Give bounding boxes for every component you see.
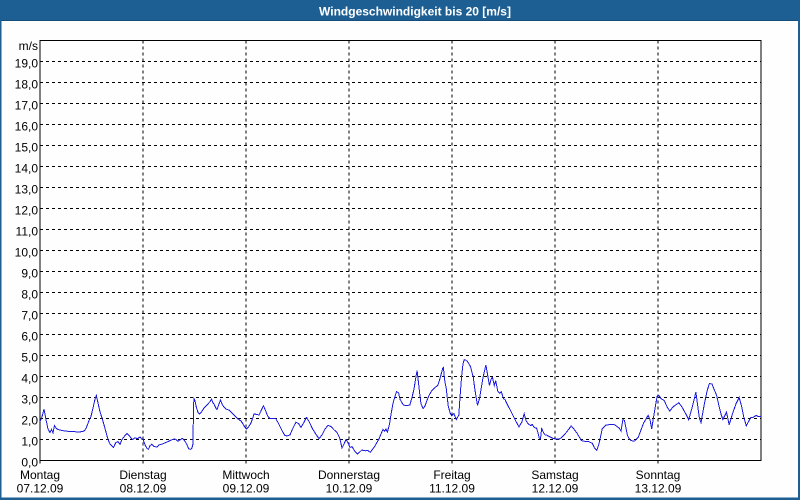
- svg-text:07.12.09: 07.12.09: [17, 482, 64, 496]
- svg-text:2,0: 2,0: [21, 414, 38, 428]
- svg-text:Samstag: Samstag: [531, 468, 578, 482]
- svg-text:11.12.09: 11.12.09: [429, 482, 475, 496]
- svg-text:Freitag: Freitag: [433, 468, 470, 482]
- svg-text:5,0: 5,0: [21, 351, 38, 365]
- svg-text:13.12.09: 13.12.09: [635, 482, 682, 496]
- svg-text:Donnerstag: Donnerstag: [318, 468, 380, 482]
- svg-text:08.12.09: 08.12.09: [120, 482, 167, 496]
- svg-text:16,0: 16,0: [15, 120, 39, 134]
- svg-text:10.12.09: 10.12.09: [326, 482, 373, 496]
- svg-text:Mittwoch: Mittwoch: [222, 468, 269, 482]
- svg-text:11,0: 11,0: [16, 225, 39, 239]
- svg-text:Sonntag: Sonntag: [636, 468, 681, 482]
- svg-text:15,0: 15,0: [15, 141, 39, 155]
- svg-text:12,0: 12,0: [15, 204, 39, 218]
- svg-text:12.12.09: 12.12.09: [532, 482, 579, 496]
- svg-text:1,0: 1,0: [21, 435, 38, 449]
- svg-text:3,0: 3,0: [21, 393, 38, 407]
- svg-text:6,0: 6,0: [21, 330, 38, 344]
- svg-text:10,0: 10,0: [15, 246, 39, 260]
- svg-text:9,0: 9,0: [21, 267, 38, 281]
- svg-text:17,0: 17,0: [15, 99, 39, 113]
- svg-text:4,0: 4,0: [21, 372, 38, 386]
- svg-text:Dienstag: Dienstag: [119, 468, 166, 482]
- svg-text:18,0: 18,0: [15, 78, 39, 92]
- svg-text:m/s: m/s: [19, 39, 38, 53]
- svg-text:14,0: 14,0: [15, 162, 39, 176]
- svg-text:Windgeschwindigkeit bis 20 [m/: Windgeschwindigkeit bis 20 [m/s]: [319, 5, 511, 19]
- svg-text:13,0: 13,0: [15, 183, 39, 197]
- svg-text:19,0: 19,0: [15, 57, 39, 71]
- svg-text:09.12.09: 09.12.09: [223, 482, 270, 496]
- svg-text:7,0: 7,0: [21, 309, 38, 323]
- svg-text:Montag: Montag: [20, 468, 60, 482]
- svg-text:0,0: 0,0: [21, 456, 38, 470]
- svg-text:8,0: 8,0: [21, 288, 38, 302]
